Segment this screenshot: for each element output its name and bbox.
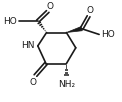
Text: O: O [29,78,36,87]
Text: O: O [86,6,93,15]
Text: HO: HO [3,17,17,26]
Text: HN: HN [21,41,35,50]
Text: O: O [46,2,53,11]
Text: NH₂: NH₂ [58,80,75,89]
Text: HO: HO [101,30,115,39]
Polygon shape [66,27,82,33]
